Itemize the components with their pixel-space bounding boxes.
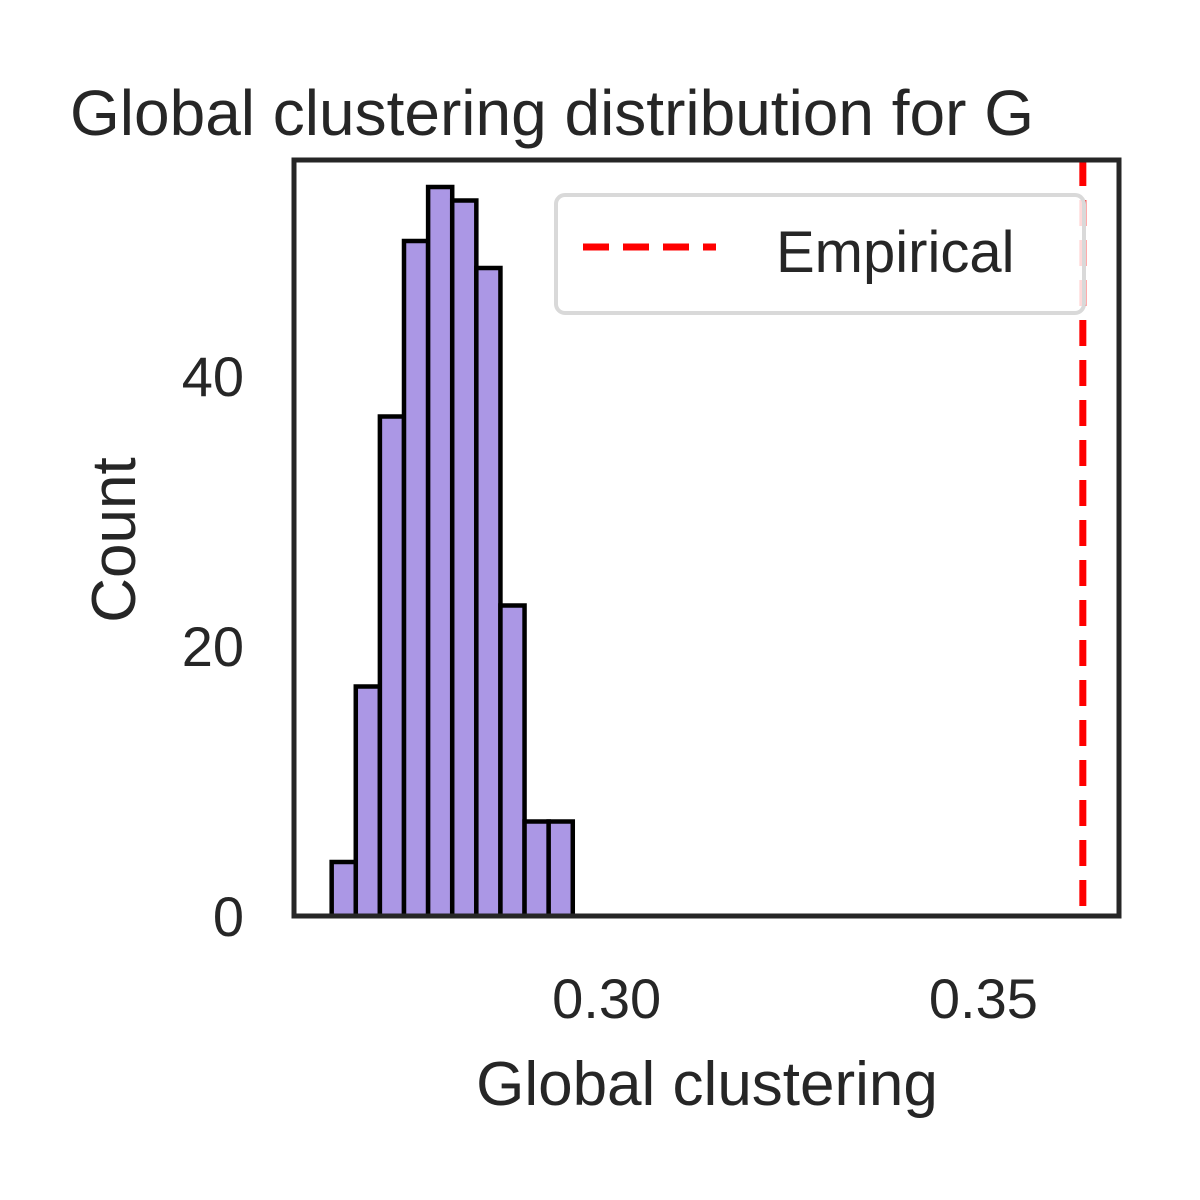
plot-frame	[291, 157, 1122, 919]
histogram-bar	[449, 198, 479, 919]
legend-empirical-label: Empirical	[776, 220, 1015, 285]
histogram-bar	[522, 819, 551, 919]
histogram-bar	[377, 414, 407, 919]
legend: Empirical	[554, 193, 1086, 315]
y-axis-ticks: 0 20 40	[182, 345, 244, 948]
x-tick-label: 0.30	[552, 967, 661, 1030]
chart-title: Global clustering distribution for G	[70, 77, 1034, 149]
histogram-bar	[474, 265, 503, 919]
histogram-bar	[329, 859, 359, 919]
histogram-bar	[546, 819, 576, 919]
histogram-bar	[425, 184, 455, 919]
legend-box	[554, 193, 1086, 315]
y-tick-label: 0	[213, 885, 244, 948]
y-axis-label: Count	[80, 457, 149, 622]
x-tick-label: 0.35	[929, 967, 1038, 1030]
x-axis-ticks: 0.30 0.35	[552, 967, 1038, 1030]
histogram-bar	[498, 603, 527, 919]
histogram-bar	[401, 238, 431, 919]
y-tick-label: 20	[182, 615, 244, 678]
x-axis-label: Global clustering	[476, 1050, 938, 1119]
histogram-bar	[353, 684, 383, 919]
y-tick-label: 40	[182, 345, 244, 408]
histogram-bars	[329, 184, 576, 919]
